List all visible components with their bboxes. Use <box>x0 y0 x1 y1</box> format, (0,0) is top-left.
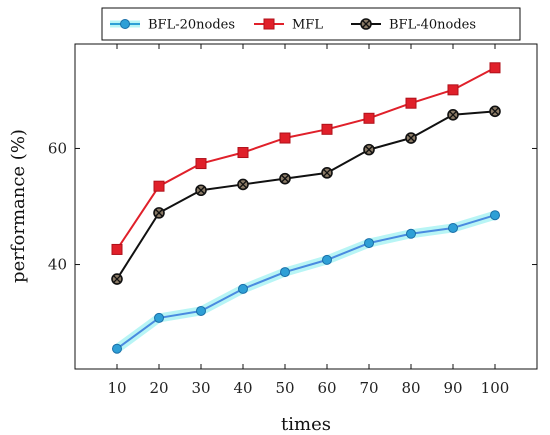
data-point <box>405 132 417 144</box>
data-point <box>196 305 206 316</box>
data-point <box>195 184 207 197</box>
marker-shape <box>322 254 332 265</box>
legend-marker <box>360 18 372 30</box>
series-line <box>116 214 496 350</box>
marker-shape <box>154 312 164 323</box>
x-tick-label: 50 <box>275 379 294 397</box>
legend-box <box>101 7 521 41</box>
plot-area <box>74 43 538 370</box>
data-point <box>111 243 123 255</box>
data-point <box>447 109 459 121</box>
data-point <box>489 105 501 118</box>
data-point <box>112 343 122 354</box>
marker-shape <box>263 18 275 30</box>
legend-label: BFL-20nodes <box>148 18 235 33</box>
x-tick-label: 30 <box>191 379 210 397</box>
data-point <box>237 178 249 191</box>
legend-label: MFL <box>292 18 323 33</box>
data-point <box>321 123 333 135</box>
marker-shape <box>405 97 417 109</box>
data-point <box>111 273 123 285</box>
legend-entry: BFL-20nodes <box>110 18 235 33</box>
series-line <box>116 66 496 250</box>
data-point <box>237 147 249 159</box>
legend-label: BFL-40nodes <box>389 18 476 33</box>
marker-cross <box>449 110 457 119</box>
x-tick-label: 100 <box>481 379 510 397</box>
legend-entry: MFL <box>254 18 323 33</box>
marker-cross <box>113 275 121 284</box>
marker-cross <box>197 186 205 195</box>
x-tick-label: 40 <box>233 379 252 397</box>
y-tick-label: 40 <box>48 256 67 274</box>
marker-shape <box>448 222 458 233</box>
legend-marker <box>120 19 130 29</box>
data-point <box>364 238 374 249</box>
marker-cross <box>155 208 163 217</box>
data-point <box>322 254 332 265</box>
x-axis-label: times <box>281 414 331 435</box>
data-point <box>280 267 290 278</box>
data-point <box>490 210 500 221</box>
data-point <box>195 158 207 170</box>
series-line <box>116 110 496 280</box>
data-point <box>238 283 248 294</box>
marker-shape <box>280 267 290 278</box>
data-point <box>405 97 417 109</box>
marker-shape <box>489 62 501 74</box>
series-BFL-40nodes <box>111 105 501 285</box>
marker-shape <box>321 123 333 135</box>
series-halo <box>112 210 500 354</box>
marker-shape <box>364 238 374 249</box>
x-tick-label: 60 <box>317 379 336 397</box>
marker-shape <box>238 283 248 294</box>
marker-cross <box>362 20 370 28</box>
marker-shape <box>237 147 249 159</box>
x-tick-label: 20 <box>149 379 168 397</box>
data-point <box>363 143 375 156</box>
marker-shape <box>120 19 130 29</box>
marker-shape <box>195 158 207 170</box>
x-tick-label: 10 <box>107 379 126 397</box>
data-point <box>279 172 291 185</box>
marker-cross <box>365 145 373 154</box>
marker-shape <box>279 132 291 144</box>
data-point <box>279 132 291 144</box>
data-point <box>447 84 459 96</box>
marker-shape <box>447 84 459 96</box>
y-axis-label: performance (%) <box>8 129 29 283</box>
legend: BFL-20nodes MFL BFL-40nodes <box>101 7 521 41</box>
marker-shape <box>153 180 165 192</box>
x-tick-label: 70 <box>359 379 378 397</box>
series-BFL-20nodes <box>112 210 500 354</box>
data-point <box>448 222 458 233</box>
series-MFL <box>111 62 501 255</box>
x-tick-label: 90 <box>443 379 462 397</box>
marker-cross <box>323 168 331 177</box>
data-point <box>153 180 165 192</box>
marker-shape <box>196 305 206 316</box>
marker-shape <box>111 243 123 255</box>
data-point <box>153 207 165 219</box>
data-point <box>489 62 501 74</box>
marker-shape <box>406 228 416 239</box>
data-point <box>406 228 416 239</box>
legend-marker <box>263 18 275 30</box>
marker-cross <box>281 174 289 183</box>
legend-entry: BFL-40nodes <box>351 18 476 33</box>
series-layer <box>111 62 501 354</box>
axis-ticks: 10 20 30 40 50 60 70 80 90 100 40 60 <box>48 44 537 397</box>
marker-cross <box>239 180 247 189</box>
marker-shape <box>363 112 375 124</box>
y-tick-label: 60 <box>48 139 67 157</box>
marker-shape <box>112 343 122 354</box>
marker-cross <box>491 107 499 116</box>
data-point <box>321 167 333 179</box>
data-point <box>154 312 164 323</box>
x-tick-label: 80 <box>401 379 420 397</box>
marker-shape <box>490 210 500 221</box>
marker-cross <box>407 134 415 142</box>
data-point <box>363 112 375 124</box>
